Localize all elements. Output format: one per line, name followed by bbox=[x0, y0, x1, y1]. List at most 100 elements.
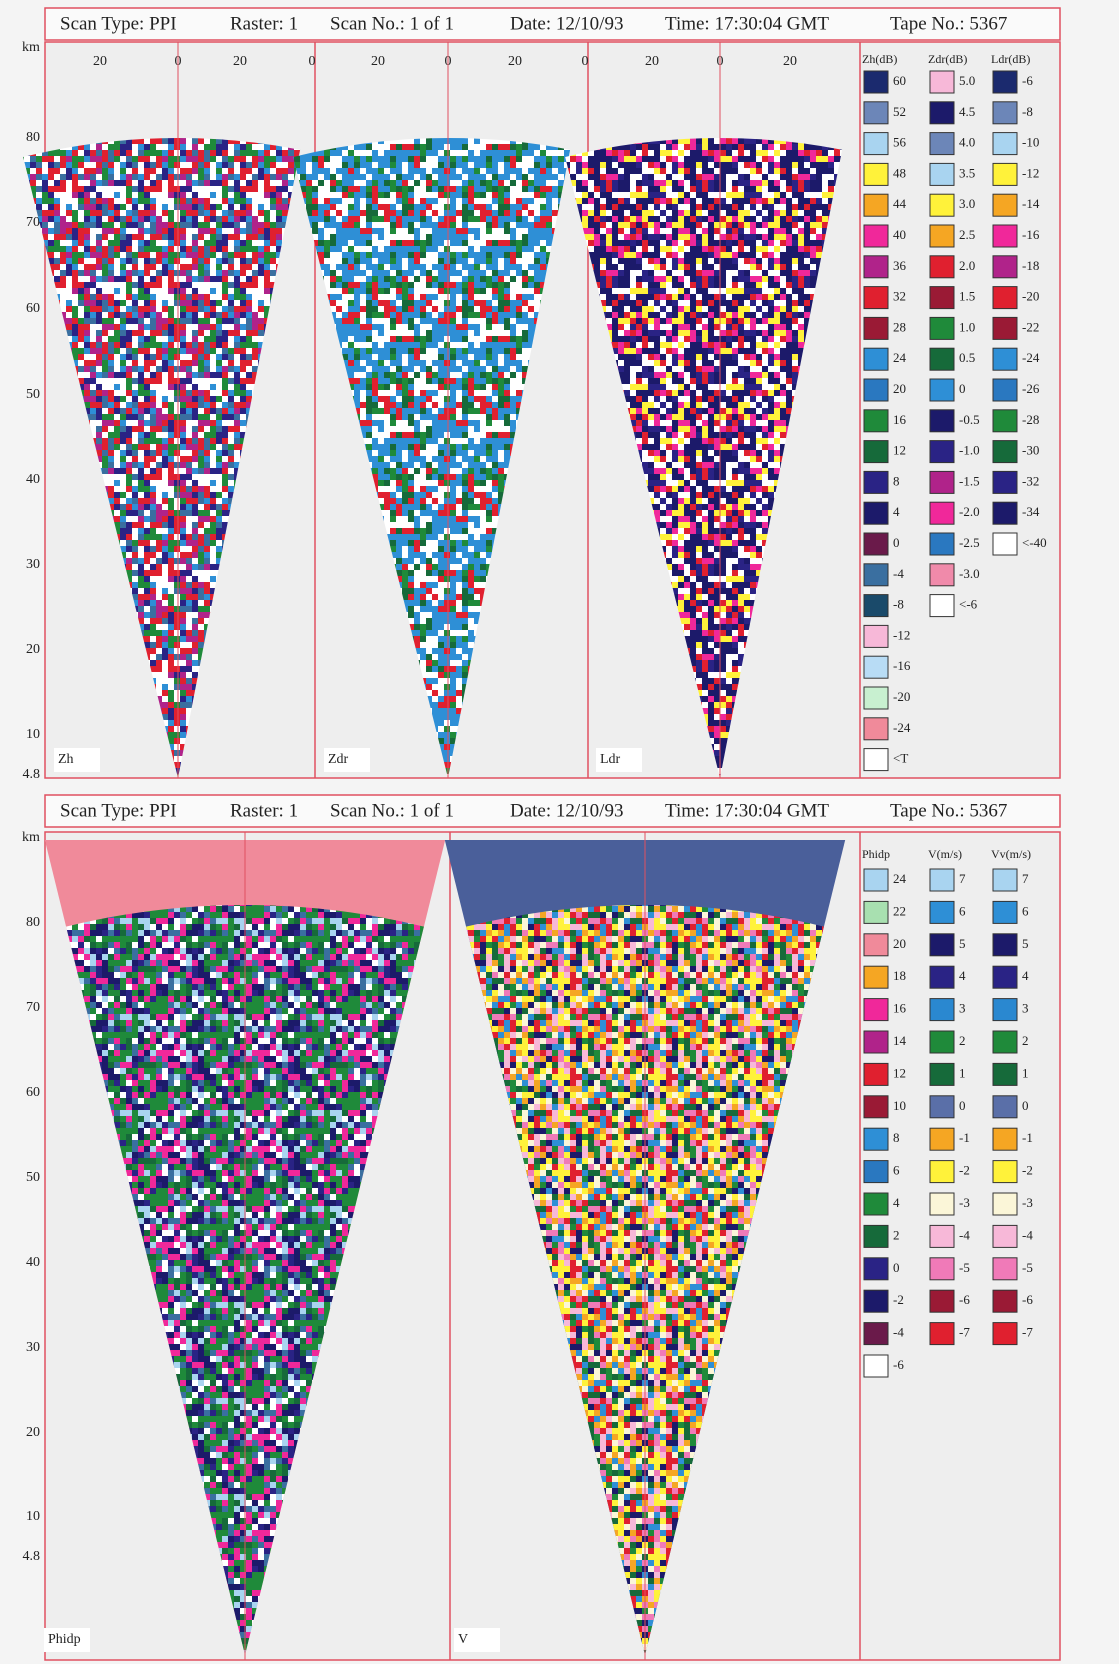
legend-swatch bbox=[930, 869, 954, 891]
legend-swatch bbox=[930, 901, 954, 923]
legend-label: 0.5 bbox=[959, 350, 975, 365]
legend-swatch bbox=[993, 1128, 1017, 1150]
plot-label: Zh bbox=[58, 752, 74, 767]
legend-swatch bbox=[993, 133, 1017, 155]
legend-swatch bbox=[930, 502, 954, 524]
y-tick-label: 20 bbox=[26, 642, 40, 657]
legend-label: 0 bbox=[959, 381, 966, 396]
legend-label: 40 bbox=[893, 227, 906, 242]
legend-label: -7 bbox=[959, 1325, 970, 1340]
legend-label: -3.0 bbox=[959, 566, 980, 581]
legend-swatch bbox=[864, 595, 888, 617]
legend-swatch bbox=[993, 502, 1017, 524]
legend-swatch bbox=[864, 287, 888, 309]
legend-label: -2 bbox=[959, 1163, 970, 1178]
legend-swatch bbox=[930, 1096, 954, 1118]
legend-label: -16 bbox=[893, 658, 911, 673]
y-tick-label: 50 bbox=[26, 387, 40, 402]
legend-label: -24 bbox=[893, 720, 911, 735]
legend-swatch bbox=[930, 564, 954, 586]
legend-swatch bbox=[864, 1258, 888, 1280]
legend-label: -6 bbox=[893, 1357, 904, 1372]
legend-label: 3 bbox=[959, 1001, 966, 1016]
legend-label: 6 bbox=[893, 1163, 900, 1178]
legend-swatch bbox=[864, 1193, 888, 1215]
legend-swatch bbox=[993, 317, 1017, 339]
header-field: Time: 17:30:04 GMT bbox=[665, 13, 829, 34]
y-tick-label: 40 bbox=[26, 472, 40, 487]
legend-swatch bbox=[864, 317, 888, 339]
legend-label: -18 bbox=[1022, 258, 1039, 273]
y-tick-label: 70 bbox=[26, 1000, 40, 1015]
legend-label: -4 bbox=[893, 566, 904, 581]
legend-swatch bbox=[864, 999, 888, 1021]
legend-swatch bbox=[864, 348, 888, 370]
legend-label: -2.5 bbox=[959, 535, 980, 550]
legend-label: -1.0 bbox=[959, 443, 980, 458]
legend-swatch bbox=[993, 163, 1017, 185]
legend-label: -20 bbox=[893, 689, 910, 704]
y-tick-label: 10 bbox=[26, 1509, 40, 1524]
legend-label: 1.0 bbox=[959, 319, 975, 334]
legend-swatch bbox=[864, 869, 888, 891]
legend-swatch bbox=[930, 71, 954, 93]
legend-label: 60 bbox=[893, 73, 906, 88]
legend-label: 4 bbox=[893, 1195, 900, 1210]
legend-label: -8 bbox=[893, 597, 904, 612]
y-tick-label: 20 bbox=[26, 1425, 40, 1440]
legend-swatch bbox=[993, 71, 1017, 93]
legend-swatch bbox=[930, 256, 954, 278]
legend-label: 4 bbox=[1022, 968, 1029, 983]
legend-label: -8 bbox=[1022, 104, 1033, 119]
legend-swatch bbox=[864, 966, 888, 988]
legend-swatch bbox=[864, 625, 888, 647]
legend-label: 2.0 bbox=[959, 258, 975, 273]
legend-label: 2.5 bbox=[959, 227, 975, 242]
legend-label: -26 bbox=[1022, 381, 1040, 396]
legend-label: -4 bbox=[959, 1227, 970, 1242]
legend-swatch bbox=[930, 1225, 954, 1247]
plot-label: Phidp bbox=[48, 1632, 81, 1647]
legend-swatch bbox=[864, 256, 888, 278]
legend-swatch bbox=[930, 1323, 954, 1345]
y-tick-label: 40 bbox=[26, 1255, 40, 1270]
legend-title: Ldr(dB) bbox=[991, 52, 1030, 66]
legend-swatch bbox=[993, 194, 1017, 216]
legend-label: -3 bbox=[959, 1195, 970, 1210]
legend-swatch bbox=[930, 225, 954, 247]
legend-label: 0 bbox=[893, 535, 900, 550]
legend-swatch bbox=[930, 317, 954, 339]
legend-swatch bbox=[930, 348, 954, 370]
legend-swatch bbox=[864, 133, 888, 155]
legend-label: -32 bbox=[1022, 473, 1039, 488]
legend-label: 52 bbox=[893, 104, 906, 119]
legend-swatch bbox=[930, 595, 954, 617]
legend-swatch bbox=[864, 71, 888, 93]
legend-swatch bbox=[993, 1161, 1017, 1183]
legend-label: 0 bbox=[1022, 1098, 1029, 1113]
legend-swatch bbox=[993, 869, 1017, 891]
legend-swatch bbox=[864, 533, 888, 555]
legend-swatch bbox=[864, 1096, 888, 1118]
legend-swatch bbox=[993, 410, 1017, 432]
legend-label: -6 bbox=[959, 1292, 970, 1307]
legend-swatch bbox=[930, 471, 954, 493]
legend-swatch bbox=[930, 133, 954, 155]
header-field: Date: 12/10/93 bbox=[510, 800, 623, 821]
legend-label: 6 bbox=[959, 903, 966, 918]
legend-label: -6 bbox=[1022, 73, 1033, 88]
legend-title: Vv(m/s) bbox=[991, 847, 1031, 861]
legend-label: -14 bbox=[1022, 196, 1040, 211]
legend-label: 2 bbox=[1022, 1033, 1029, 1048]
legend-swatch bbox=[930, 1290, 954, 1312]
plot-label: V bbox=[458, 1632, 468, 1647]
legend-label: 12 bbox=[893, 443, 906, 458]
x-tick-label: 0 bbox=[582, 54, 589, 69]
legend-swatch bbox=[864, 687, 888, 709]
legend-label: 16 bbox=[893, 1001, 907, 1016]
legend-swatch bbox=[864, 194, 888, 216]
y-tick-label: 50 bbox=[26, 1170, 40, 1185]
legend-label: 5 bbox=[1022, 936, 1029, 951]
legend-swatch bbox=[864, 102, 888, 124]
legend-swatch bbox=[864, 1031, 888, 1053]
